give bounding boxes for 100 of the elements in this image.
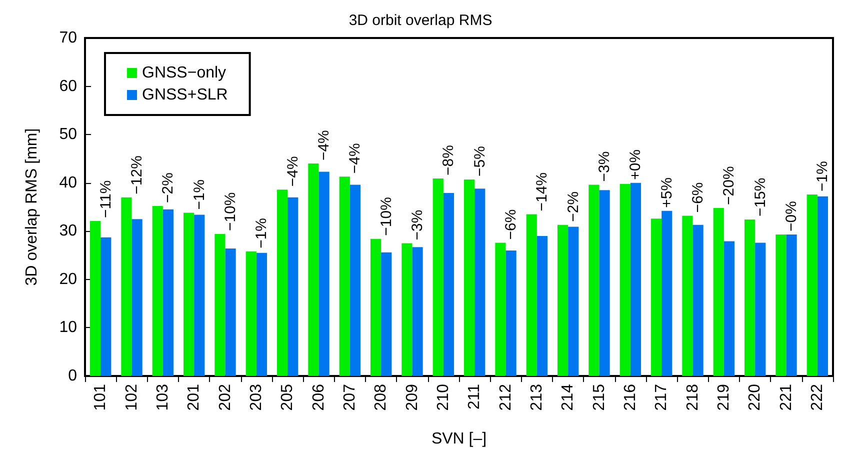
legend-label: GNSS−only (142, 64, 226, 82)
annotation: −3% (596, 151, 614, 182)
annotation: −6% (690, 182, 707, 213)
x-tick-label: 206 (310, 384, 328, 411)
annotation: −20% (720, 166, 738, 205)
bar (630, 182, 642, 376)
legend-label: GNSS+SLR (142, 86, 228, 104)
bar (443, 192, 454, 376)
bar (350, 184, 361, 376)
x-tick-label: 221 (778, 384, 795, 411)
annotation: −1% (253, 218, 270, 248)
x-tick-label: 208 (372, 384, 390, 411)
bar (806, 194, 818, 376)
bar (495, 242, 506, 376)
x-tick-label: 212 (497, 384, 514, 411)
chart-title: 3D orbit overlap RMS (348, 12, 492, 29)
x-tick-label: 217 (653, 384, 670, 411)
y-tick-label: 10 (59, 319, 78, 336)
bar (214, 234, 226, 376)
x-tick-label: 218 (684, 384, 702, 411)
y-tick-label: 60 (59, 78, 78, 95)
bar (474, 188, 486, 376)
bar (650, 218, 662, 376)
x-tick-label: 101 (92, 384, 110, 411)
bar (152, 206, 163, 376)
bar (755, 242, 766, 376)
bar (776, 234, 786, 376)
bar (464, 179, 475, 376)
bar (194, 214, 205, 376)
x-tick-label: 103 (154, 384, 172, 411)
annotation: −11% (97, 180, 114, 218)
x-tick-label: 219 (715, 384, 732, 411)
annotation: +5% (658, 177, 676, 208)
x-tick-label: 203 (248, 384, 265, 411)
bar (817, 196, 828, 376)
bar (568, 226, 579, 376)
bar (412, 247, 423, 376)
bar (599, 190, 610, 376)
bar (692, 224, 704, 376)
y-tick-label: 40 (59, 174, 78, 192)
annotation: −5% (471, 146, 488, 176)
annotation: −8% (440, 145, 458, 176)
bar (183, 212, 194, 376)
y-tick-label: 50 (59, 126, 78, 144)
x-tick-label: 205 (279, 384, 296, 411)
x-tick-label: 102 (123, 384, 140, 411)
x-tick-label: 211 (466, 384, 484, 410)
bar (225, 248, 236, 376)
annotation: −2% (160, 172, 177, 204)
bar (288, 197, 298, 376)
bar (256, 252, 268, 376)
annotation: −4% (346, 143, 364, 174)
bar (588, 184, 600, 376)
y-tick-label: 70 (59, 30, 78, 46)
bar (724, 241, 735, 376)
annotation: −3% (409, 210, 426, 240)
annotation: −0% (783, 201, 800, 232)
bar (682, 216, 693, 376)
bar (506, 250, 516, 376)
x-tick-label: 216 (622, 384, 639, 411)
annotation: −10% (378, 197, 395, 236)
bar (121, 197, 132, 376)
x-tick-label: 220 (746, 384, 764, 411)
bar (90, 221, 101, 376)
bar (662, 210, 672, 376)
x-axis-title: SVN [–] (431, 430, 487, 448)
annotation: +0% (627, 149, 644, 180)
bar (132, 219, 142, 376)
bar (620, 184, 630, 376)
bar (713, 208, 724, 376)
bar (536, 236, 548, 376)
x-tick-label: 213 (528, 384, 546, 411)
bar (318, 172, 330, 376)
y-axis-title: 3D overlap RMS [mm] (24, 128, 40, 286)
annotation: −12% (128, 156, 146, 194)
x-tick-label: 201 (186, 384, 203, 411)
annotation: −14% (534, 172, 551, 212)
bar (370, 238, 382, 376)
bar (786, 234, 797, 376)
bar (162, 209, 174, 376)
y-tick-label: 20 (59, 270, 78, 288)
x-tick-label: 207 (341, 384, 358, 411)
annotation: −15% (752, 178, 769, 217)
annotation: −10% (222, 192, 240, 232)
annotation: −1% (190, 179, 208, 210)
x-tick-label: 222 (808, 384, 826, 411)
y-tick-label: 0 (68, 368, 78, 384)
y-tick-label: 30 (59, 222, 78, 240)
x-tick-label: 210 (434, 384, 452, 411)
x-tick-label: 202 (216, 384, 234, 411)
bar (432, 178, 444, 376)
annotation: −4% (284, 156, 302, 187)
bar (339, 176, 350, 376)
x-tick-label: 215 (590, 384, 608, 411)
annotation: −4% (316, 130, 333, 161)
bar (246, 251, 256, 376)
annotation: −6% (502, 209, 520, 240)
bar (526, 214, 537, 376)
bar (402, 243, 412, 376)
bar (308, 164, 319, 376)
